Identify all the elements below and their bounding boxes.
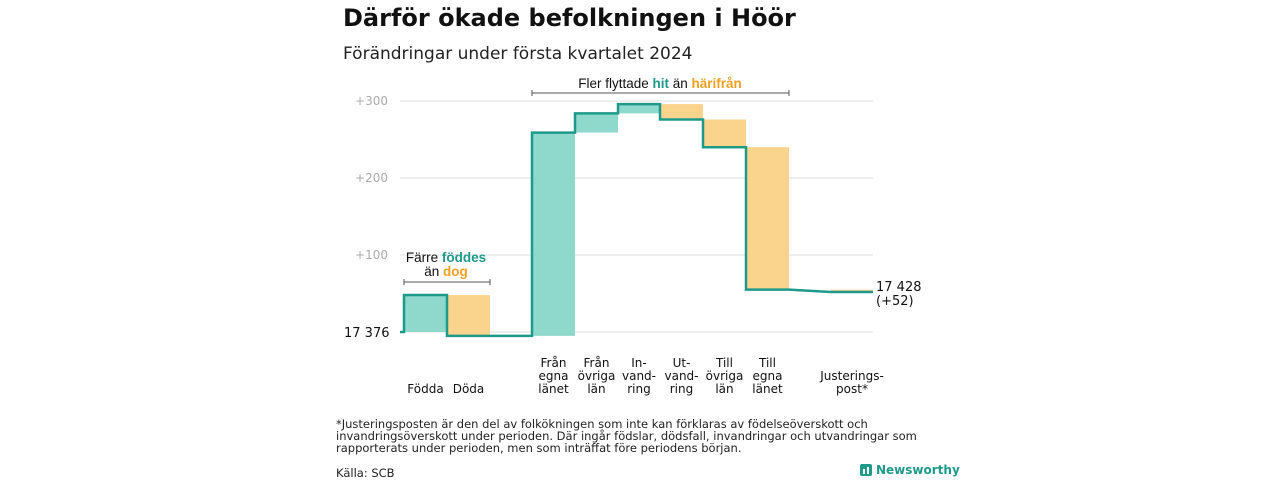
- x-category-label: länet: [538, 382, 569, 396]
- y-tick-label: +200: [355, 171, 388, 185]
- annotation-migration-part: än: [669, 76, 692, 91]
- bar-till-egna-länet: [746, 147, 789, 290]
- x-category-label: ring: [627, 382, 651, 396]
- x-category-label: länet: [752, 382, 783, 396]
- x-category-label: Döda: [453, 382, 485, 396]
- brand-name: Newsworthy: [876, 463, 960, 477]
- x-category-label: Från: [541, 356, 567, 370]
- footnote: *Justeringsposten är den del av folkökni…: [336, 417, 917, 455]
- x-category-label: vand-: [664, 369, 698, 383]
- bar-från-övriga-län: [575, 113, 618, 133]
- x-category-label: övriga: [578, 369, 616, 383]
- bar-från-egna-länet: [532, 132, 575, 336]
- cumulative-step-line: [400, 102, 873, 338]
- annotation-births-deaths-line2-part: dog: [443, 264, 468, 279]
- newsworthy-logo-icon: [860, 464, 872, 476]
- end-change-label: (+52): [876, 294, 914, 309]
- annotation-births-deaths-line2: än dog: [424, 264, 468, 279]
- annotation-births-deaths-line1: Färre föddes: [406, 250, 486, 265]
- x-category-label: län: [587, 382, 605, 396]
- x-category-label: övriga: [706, 369, 744, 383]
- bar-utvandring: [660, 104, 703, 120]
- x-category-label: post*: [836, 382, 868, 396]
- annotation-migration-part: Fler flyttade: [578, 76, 652, 91]
- x-category-label: Från: [584, 356, 610, 370]
- x-category-label: län: [715, 382, 733, 396]
- y-tick-label: +100: [355, 248, 388, 262]
- y-tick-label: +300: [355, 94, 388, 108]
- x-category-label: Justerings-: [819, 369, 884, 383]
- end-value-label: 17 428: [876, 280, 922, 295]
- source-note: Källa: SCB: [336, 466, 395, 480]
- x-category-label: vand-: [622, 369, 656, 383]
- x-category-label: Till: [715, 356, 733, 370]
- annotation-migration-part: hit: [652, 76, 669, 91]
- annotation-migration: Fler flyttade hit än härifrån: [578, 76, 742, 91]
- x-category-label: egna: [539, 369, 569, 383]
- bar-födda: [404, 295, 447, 332]
- x-category-label: Födda: [407, 382, 443, 396]
- bar-invandring: [618, 104, 660, 114]
- brand-logo: Newsworthy: [860, 463, 960, 477]
- chart-title: Därför ökade befolkningen i Höör: [343, 4, 796, 32]
- chart-subtitle: Förändringar under första kvartalet 2024: [343, 44, 693, 64]
- annotation-births-deaths-line1-part: Färre: [406, 250, 442, 265]
- x-category-label: Till: [758, 356, 776, 370]
- x-category-label: Ut-: [673, 356, 691, 370]
- annotation-births-deaths-line1-part: föddes: [442, 250, 486, 265]
- bar-till-övriga-län: [703, 119, 746, 148]
- x-category-label: egna: [753, 369, 783, 383]
- bar-döda: [447, 295, 490, 336]
- annotation-births-deaths-line2-part: än: [424, 264, 443, 279]
- start-value-label: 17 376: [344, 326, 390, 341]
- x-category-label: ring: [670, 382, 694, 396]
- annotation-migration-part: härifrån: [692, 76, 742, 91]
- x-category-label: In-: [631, 356, 646, 370]
